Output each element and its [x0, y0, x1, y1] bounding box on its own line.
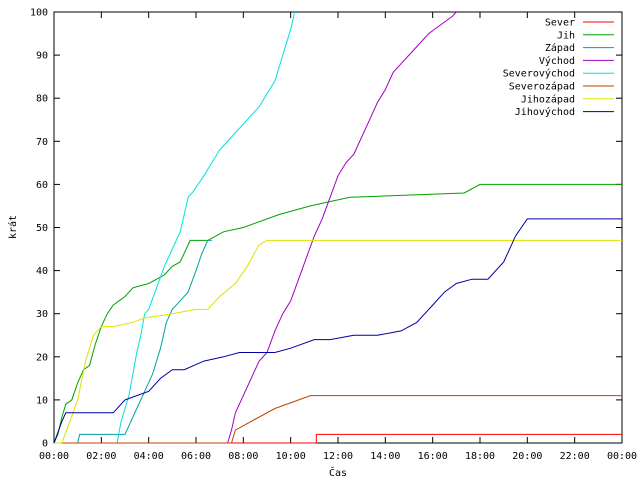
plot-area	[53, 11, 623, 444]
legend-label: Východ	[539, 55, 575, 67]
y-axis: 0 10 20 30 40 50 60 70 80 90 100	[30, 8, 622, 450]
series-line-jih	[53, 183, 622, 444]
series-line-jihovychod	[53, 218, 622, 444]
y-tick-label: 60	[36, 180, 48, 191]
y-axis-label: krát	[7, 215, 19, 239]
x-tick-label: 12:00	[323, 451, 353, 462]
legend-label: Jihovýchod	[515, 106, 575, 118]
series-line-vychod	[54, 11, 457, 444]
x-tick-label: 14:00	[370, 451, 400, 462]
x-tick-label: 10:00	[276, 451, 306, 462]
y-tick-label: 20	[36, 352, 48, 363]
y-tick-label: 30	[36, 309, 48, 320]
x-axis-label: Čas	[329, 466, 347, 479]
y-tick-label: 80	[36, 94, 48, 105]
x-tick-label: 04:00	[134, 451, 164, 462]
series-line-zapad	[54, 239, 212, 444]
legend: SeverJihZápadVýchodSeverovýchodSeverozáp…	[503, 18, 614, 118]
legend-label: Sever	[545, 18, 575, 29]
x-tick-label: 20:00	[512, 451, 542, 462]
series-line-severozapad	[54, 395, 622, 444]
y-tick-label: 100	[30, 8, 48, 19]
legend-label: Západ	[545, 42, 575, 54]
x-tick-label: 16:00	[418, 451, 448, 462]
y-tick-label: 0	[42, 439, 48, 450]
y-tick-label: 40	[36, 266, 48, 277]
x-tick-label: 06:00	[181, 451, 211, 462]
x-tick-label: 08:00	[228, 451, 258, 462]
x-tick-label: 00:00	[607, 451, 637, 462]
legend-label: Severozápad	[509, 81, 575, 93]
x-tick-label: 02:00	[86, 451, 116, 462]
x-tick-label: 18:00	[465, 451, 495, 462]
series-line-jihozapad	[54, 239, 622, 444]
x-tick-label: 00:00	[39, 451, 69, 462]
y-tick-label: 10	[36, 395, 48, 406]
legend-label: Severovýchod	[503, 68, 575, 80]
y-tick-label: 50	[36, 223, 48, 234]
x-axis: 00:00 02:00 04:00 06:00 08:00 10:00 12:00 14:00…	[39, 12, 637, 462]
y-tick-label: 90	[36, 51, 48, 62]
y-tick-label: 70	[36, 137, 48, 148]
series-line-severovychod	[54, 11, 296, 444]
series-lines	[53, 11, 622, 444]
x-tick-label: 22:00	[560, 451, 590, 462]
legend-label: Jihozápad	[521, 93, 575, 105]
legend-label: Jih	[557, 30, 575, 41]
